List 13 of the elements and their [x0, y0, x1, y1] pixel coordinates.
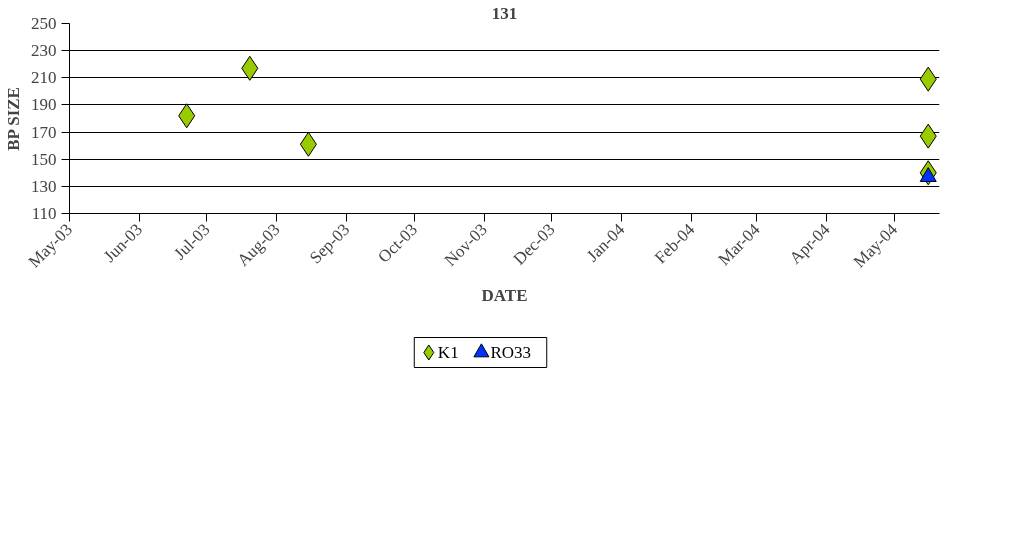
- y-axis-title: BP SIZE: [4, 87, 23, 151]
- y-tick-label: 230: [31, 41, 57, 61]
- y-tick-label: 210: [31, 68, 57, 88]
- y-tick-label: 190: [31, 95, 57, 115]
- x-axis-title: DATE: [481, 285, 528, 305]
- legend-label: K1: [437, 343, 459, 362]
- chart-title: 131: [491, 3, 518, 23]
- y-tick-label: 250: [31, 14, 57, 33]
- y-tick-label: 150: [31, 149, 57, 169]
- y-tick-label: 170: [31, 122, 57, 142]
- y-tick-label: 130: [31, 176, 57, 196]
- legend-label: RO33: [490, 343, 532, 362]
- y-tick-label: 110: [31, 204, 57, 223]
